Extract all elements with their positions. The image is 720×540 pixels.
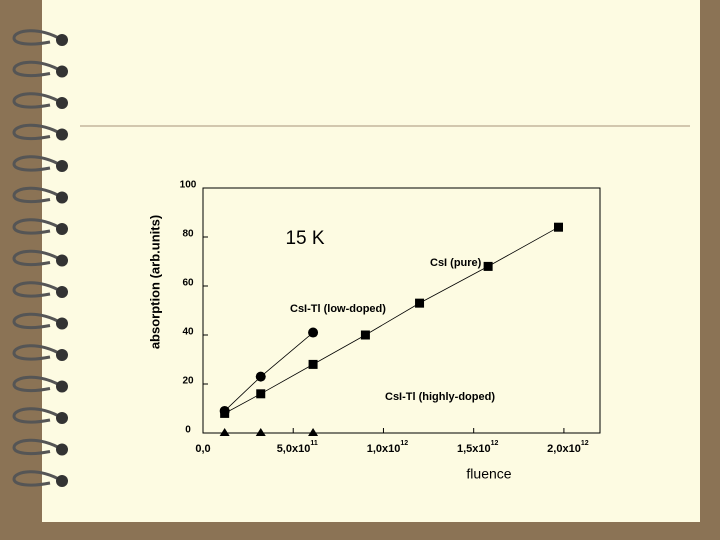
- ring-wire: [12, 155, 63, 172]
- marker: [360, 330, 370, 340]
- x-tick-label-base: 1,0x10: [367, 443, 401, 455]
- ring-hole: [56, 97, 68, 109]
- ring-hole: [56, 160, 68, 172]
- ring-hole: [56, 254, 68, 267]
- ring-hole: [56, 191, 68, 204]
- marker: [308, 327, 319, 338]
- ring-hole: [56, 317, 68, 330]
- x-tick-label-exp: 11: [310, 440, 318, 447]
- x-tick-label-exp: 12: [400, 440, 408, 447]
- series-label: CsI-Tl (highly-doped): [385, 391, 495, 403]
- ring-wire: [12, 123, 63, 141]
- marker: [483, 261, 493, 271]
- notebook-page: [42, 0, 700, 522]
- marker: [255, 371, 266, 382]
- ring-wire: [12, 29, 63, 46]
- y-tick-label: 40: [182, 327, 194, 338]
- ring-hole: [56, 286, 68, 298]
- y-axis-label: absorption (arb.units): [147, 215, 162, 349]
- ring-hole: [56, 65, 68, 78]
- y-tick-label: 20: [182, 376, 194, 387]
- ring-hole: [56, 34, 68, 46]
- x-tick-label-base: 5,0x10: [277, 443, 311, 455]
- series-label: CsI (pure): [430, 257, 482, 269]
- marker: [308, 428, 319, 436]
- ring-hole: [56, 380, 68, 393]
- y-tick-label: 60: [182, 278, 194, 289]
- x-tick-label-exp: 12: [581, 440, 589, 447]
- ring-wire: [12, 312, 63, 330]
- y-tick-label: 0: [185, 425, 191, 436]
- x-tick-label-base: 2,0x10: [547, 443, 581, 455]
- x-tick-label: 5,0x1011: [277, 440, 318, 455]
- x-tick-label-base: 1,5x10: [457, 443, 491, 455]
- ring-wire: [12, 375, 63, 393]
- spiral-binding: [12, 29, 68, 487]
- marker: [308, 359, 318, 369]
- ring-wire: [12, 438, 63, 456]
- ring-wire: [12, 60, 63, 78]
- marker: [415, 298, 425, 308]
- x-tick-label: 0,0: [195, 443, 210, 455]
- plot-frame: [202, 187, 601, 434]
- ring-wire: [12, 92, 63, 109]
- ring-wire: [12, 344, 63, 361]
- x-tick-label: 1,5x1012: [457, 440, 499, 455]
- annotation: 15 K: [285, 228, 324, 249]
- marker: [219, 405, 230, 416]
- marker: [255, 428, 266, 436]
- x-tick-label: 2,0x1012: [547, 440, 589, 455]
- x-tick-label-base: 0,0: [195, 443, 210, 455]
- ring-hole: [56, 128, 68, 141]
- ring-hole: [56, 443, 68, 456]
- ring-hole: [56, 475, 68, 487]
- series-label: CsI-Tl (low-doped): [290, 303, 386, 315]
- x-tick-label-exp: 12: [491, 440, 499, 447]
- marker: [256, 389, 266, 399]
- x-axis-label: fluence: [466, 466, 511, 482]
- ring-hole: [56, 349, 68, 361]
- ring-wire: [12, 281, 63, 298]
- x-tick-label: 1,0x1012: [367, 440, 409, 455]
- y-tick-label: 100: [180, 180, 197, 191]
- ring-wire: [12, 218, 63, 235]
- ring-hole: [56, 412, 68, 424]
- marker: [553, 222, 563, 232]
- ring-wire: [12, 186, 63, 204]
- ring-hole: [56, 223, 68, 235]
- ring-wire: [12, 249, 63, 267]
- ring-wire: [12, 407, 63, 424]
- y-tick-label: 80: [182, 229, 194, 240]
- marker: [219, 428, 230, 436]
- ring-wire: [12, 470, 63, 487]
